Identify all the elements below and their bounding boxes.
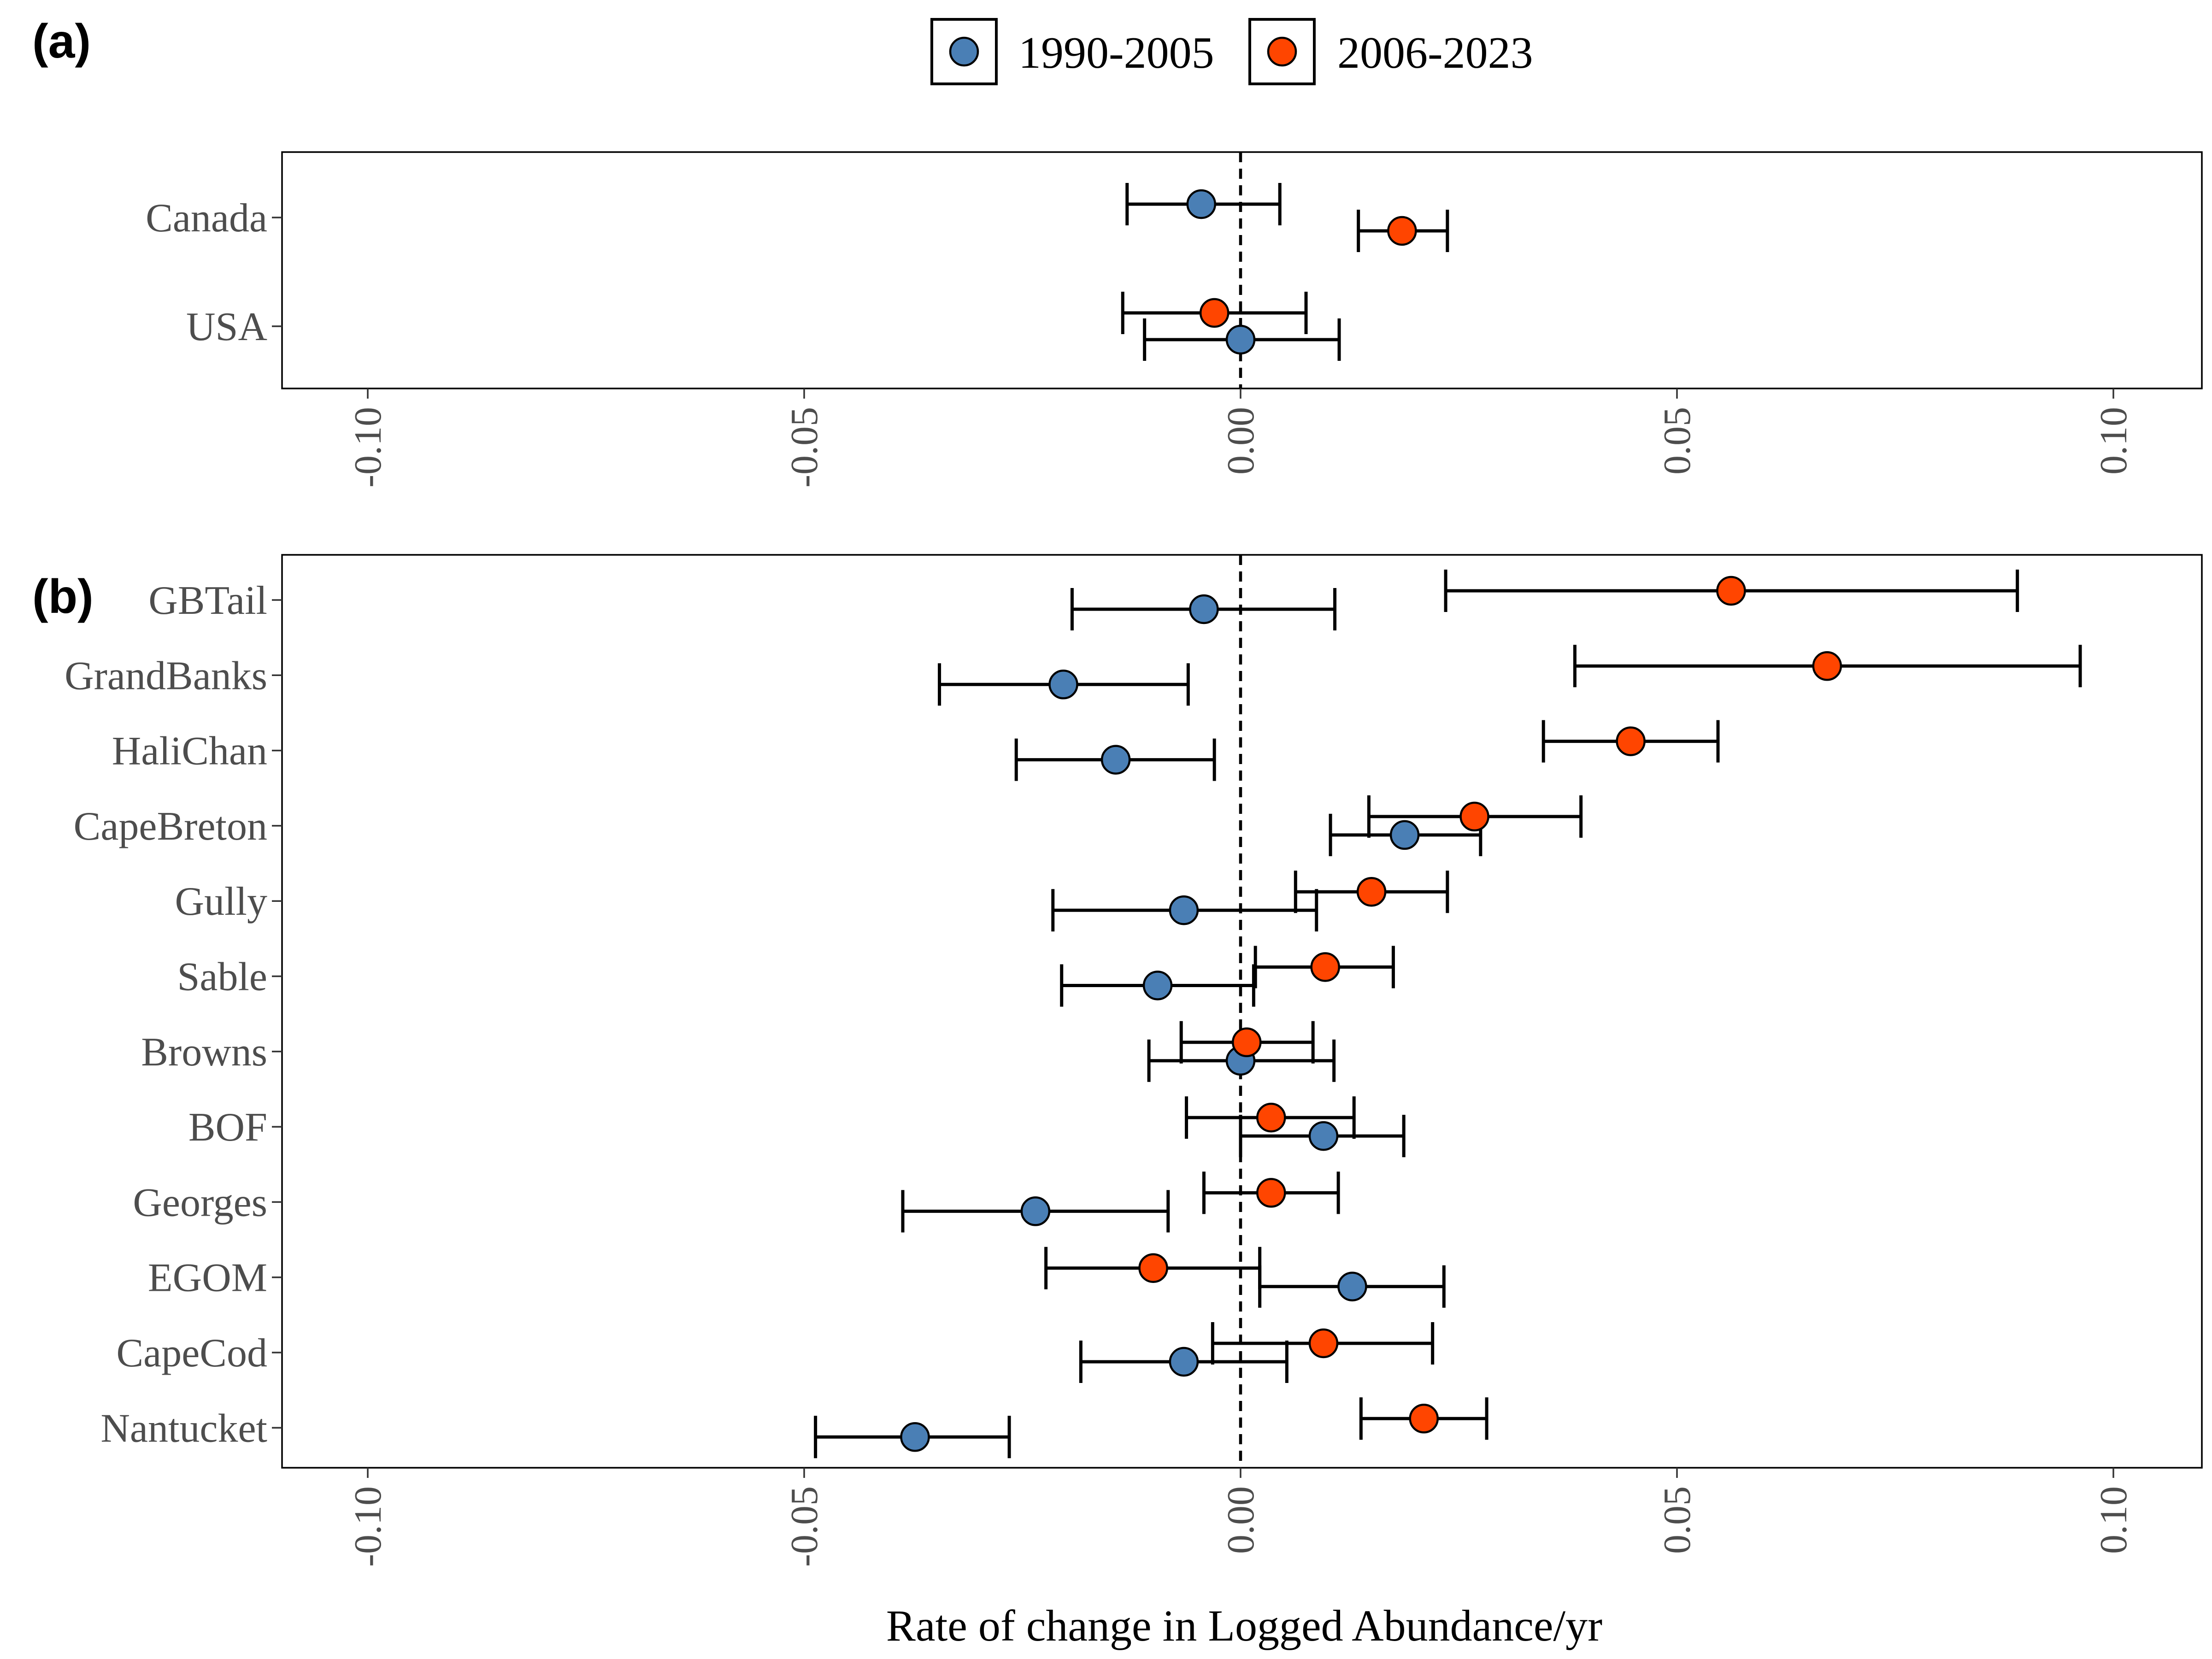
x-tick-label: 0.10 [2092,1486,2135,1554]
point-b-GrandBanks-2006-2023 [1812,651,1842,681]
point-b-HaliChan-1990-2005 [1100,745,1131,775]
point-a-Canada-2006-2023 [1387,216,1417,246]
y-tick-label: Browns [141,1030,267,1075]
y-tick-label: BOF [188,1105,267,1150]
point-b-BOF-1990-2005 [1308,1121,1339,1151]
point-b-GBTail-1990-2005 [1189,594,1219,624]
x-tick-label: 0.05 [1656,1486,1699,1554]
legend-key-1 [930,18,998,85]
point-b-CapeCod-2006-2023 [1308,1328,1339,1359]
legend-label-1: 1990-2005 [1018,28,1214,78]
x-tick-label: 0.10 [2092,407,2135,475]
legend-label-2: 2006-2023 [1337,28,1533,78]
point-b-EGOM-2006-2023 [1138,1253,1168,1283]
y-tick-label: Georges [133,1180,267,1225]
x-tick-label: -0.05 [783,407,826,488]
legend-marker-1 [949,36,979,67]
y-tick-label: CapeBreton [74,804,267,849]
point-b-BOF-2006-2023 [1256,1102,1286,1133]
x-axis-label: Rate of change in Logged Abundance/yr [886,1601,1602,1650]
point-b-Browns-2006-2023 [1232,1027,1262,1058]
point-a-USA-1990-2005 [1225,324,1256,355]
panel-b: -0.10 -0.05 0.00 0.05 0.10 GBTail GrandBanks Ha… [65,554,2203,1567]
point-b-Sable-1990-2005 [1142,971,1173,1000]
point-b-Nantucket-2006-2023 [1409,1404,1439,1434]
x-tick-label: 0.00 [1219,1486,1262,1554]
point-b-EGOM-1990-2005 [1337,1271,1367,1301]
panel-label-a: (a) [32,15,91,68]
y-tick-label: HaliChan [112,729,267,774]
x-tick-label: -0.10 [347,407,389,488]
y-tick-label: CapeCod [116,1331,267,1376]
point-b-CapeBreton-2006-2023 [1459,801,1489,832]
x-tick-label: 0.00 [1219,407,1262,475]
y-tick-label: Nantucket [100,1406,267,1451]
point-b-Gully-2006-2023 [1356,877,1387,907]
y-tick-label: Canada [146,196,267,241]
x-tick-label: -0.05 [783,1486,826,1567]
point-b-Sable-2006-2023 [1310,952,1340,982]
panel-a: -0.10 -0.05 0.00 0.05 0.10 Canada USA [146,151,2203,488]
x-tick-label: 0.05 [1656,407,1699,475]
point-b-Georges-1990-2005 [1020,1196,1051,1226]
point-b-CapeCod-1990-2005 [1169,1347,1199,1377]
point-a-USA-2006-2023 [1199,298,1230,328]
legend-key-2 [1248,18,1316,85]
point-b-Georges-2006-2023 [1256,1178,1286,1208]
panel-label-b: (b) [32,570,94,624]
point-b-Gully-1990-2005 [1169,895,1199,925]
x-tick-label: -0.10 [347,1486,389,1567]
y-tick-label: GBTail [148,578,267,623]
point-b-GrandBanks-1990-2005 [1048,670,1078,700]
legend: 1990-2005 2006-2023 [930,18,1533,85]
y-tick-label: EGOM [148,1256,267,1300]
legend-marker-2 [1267,36,1297,67]
y-tick-label: Gully [175,879,267,924]
y-tick-label: USA [186,305,267,349]
point-b-GBTail-2006-2023 [1716,576,1746,606]
point-b-Nantucket-1990-2005 [900,1422,930,1452]
y-tick-label: Sable [177,955,267,1000]
point-a-Canada-1990-2005 [1186,189,1217,219]
point-b-CapeBreton-1990-2005 [1389,820,1420,850]
point-b-HaliChan-2006-2023 [1616,726,1646,756]
y-tick-label: GrandBanks [65,653,267,698]
